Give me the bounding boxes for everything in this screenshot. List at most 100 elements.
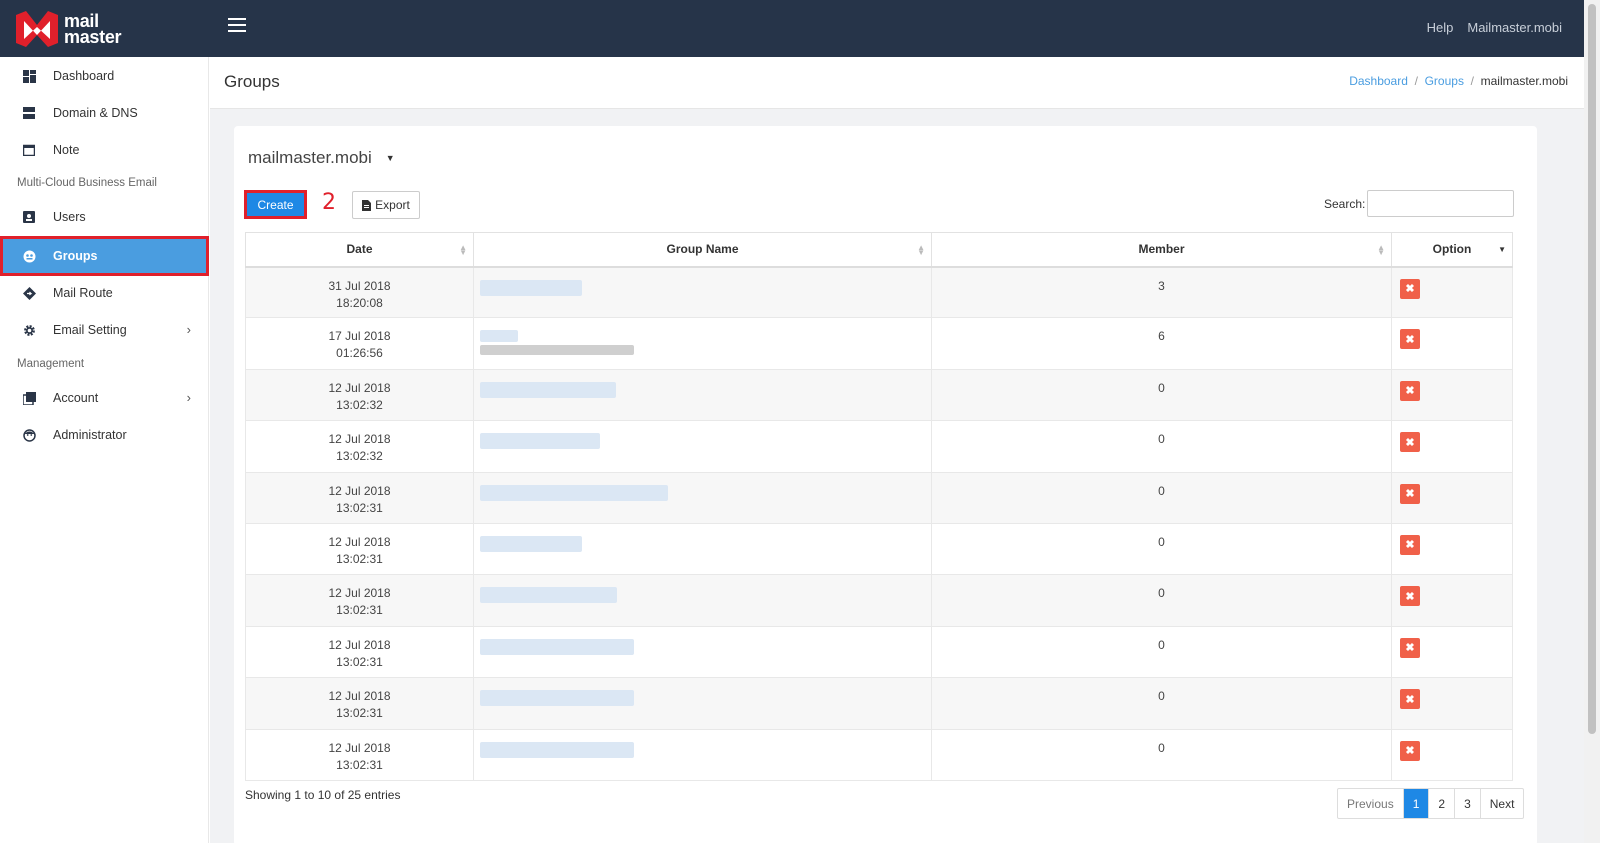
table-row: 12 Jul 2018 13:02:31 0 ✖ [245,677,1513,730]
logo-text-mail: mail [64,11,99,31]
annotation-number-2: 2 [322,190,336,215]
member-cell: 0 [931,574,1392,627]
group-name-cell[interactable] [473,522,932,576]
caret-down-icon: ▼ [385,153,395,163]
mailmaster-logo[interactable]: mail master [14,8,122,50]
sidebar-item-label: Note [53,143,80,157]
domain-select[interactable]: mailmaster.mobi ▼ [248,148,395,168]
help-link[interactable]: Help [1426,20,1454,35]
option-cell: ✖ [1391,574,1513,627]
date-cell: 12 Jul 2018 13:02:31 [245,522,474,576]
scrollbar-thumb[interactable] [1588,4,1596,734]
sidebar-item-label: Users [53,210,86,224]
section-heading-management: Management [17,358,85,370]
pagination-page-3[interactable]: 3 [1454,789,1480,818]
pagination: Previous 1 2 3 Next [1337,788,1525,819]
group-name-cell[interactable] [473,677,932,730]
delete-button[interactable]: ✖ [1400,278,1420,299]
export-button[interactable]: Export [352,191,420,219]
sidebar-item-label: Mail Route [53,286,113,300]
delete-button[interactable]: ✖ [1400,534,1420,555]
redacted-group-name [480,690,634,707]
breadcrumb-current: mailmaster.mobi [1480,74,1568,88]
group-name-cell[interactable] [473,317,932,370]
column-header-option[interactable]: Option ▼ [1391,232,1513,268]
date-cell: 12 Jul 2018 13:02:31 [245,728,474,781]
date-cell: 12 Jul 2018 13:02:32 [245,368,474,422]
option-cell: ✖ [1391,728,1513,781]
file-icon [362,199,372,211]
pagination-page-2[interactable]: 2 [1428,789,1454,818]
member-cell: 0 [931,420,1392,473]
pagination-previous[interactable]: Previous [1347,796,1394,811]
group-icon [21,248,37,264]
member-cell: 0 [931,728,1392,781]
column-header-group-name[interactable]: Group Name ▲ ▼ [473,232,932,268]
group-name-cell[interactable] [473,368,932,422]
page-header: Groups Dashboard / Groups / mailmaster.m… [210,57,1584,109]
dashboard-icon [21,68,37,84]
calendar-icon [21,142,37,158]
table-row: 12 Jul 2018 13:02:31 0 ✖ [245,625,1513,679]
delete-button[interactable]: ✖ [1400,432,1420,453]
sidebar-item-label: Email Setting [53,323,127,337]
delete-button[interactable]: ✖ [1400,740,1420,761]
breadcrumb-dashboard[interactable]: Dashboard [1349,74,1408,88]
option-cell: ✖ [1391,317,1513,370]
sidebar-item-dashboard[interactable]: Dashboard [0,57,209,95]
table-row: 31 Jul 2018 18:20:08 3 ✖ [245,265,1513,319]
sidebar-item-account[interactable]: Account › [0,379,209,417]
date-cell: 31 Jul 2018 18:20:08 [245,265,474,319]
delete-button[interactable]: ✖ [1400,637,1420,658]
option-cell: ✖ [1391,420,1513,473]
redacted-group-name [480,535,582,552]
delete-button[interactable]: ✖ [1400,586,1420,607]
table-row: 12 Jul 2018 13:02:32 0 ✖ [245,420,1513,473]
member-cell: 3 [931,265,1392,319]
sidebar-item-label: Dashboard [53,69,115,83]
date-cell: 12 Jul 2018 13:02:31 [245,625,474,679]
sidebar-item-groups[interactable]: Groups [0,236,209,276]
sidebar-item-mail-route[interactable]: Mail Route [0,274,209,312]
sidebar-item-label: Domain & DNS [53,106,138,120]
option-cell: ✖ [1391,677,1513,730]
sidebar-item-users[interactable]: Users [0,198,209,236]
sidebar-item-note[interactable]: Note [0,131,209,169]
redacted-group-name [480,381,616,398]
domain-select-value: mailmaster.mobi [248,148,372,167]
sort-icon: ▲ ▼ [917,243,925,257]
search-input[interactable] [1367,190,1514,217]
table-row: 12 Jul 2018 13:02:31 0 ✖ [245,471,1513,524]
sidebar-item-email-setting[interactable]: Email Setting › [0,311,209,349]
group-name-cell[interactable] [473,574,932,627]
column-header-member[interactable]: Member ▲ ▼ [931,232,1392,268]
redacted-group-detail [480,345,634,356]
sidebar-item-administrator[interactable]: Administrator [0,416,209,454]
account-menu[interactable]: Mailmaster.mobi [1467,20,1562,35]
group-name-cell[interactable] [473,728,932,781]
menu-toggle-icon[interactable] [228,18,246,34]
page-scrollbar[interactable] [1584,0,1600,843]
redacted-group-name [480,638,634,655]
column-header-date[interactable]: Date ▲ ▼ [245,232,474,268]
create-button[interactable]: Create [244,190,307,219]
sidebar-item-label: Account [53,391,99,405]
chevron-right-icon: › [186,322,191,337]
group-name-cell[interactable] [473,471,932,524]
server-icon [21,105,37,121]
delete-button[interactable]: ✖ [1400,380,1420,401]
chevron-right-icon: › [186,390,191,405]
pagination-page-1[interactable]: 1 [1402,789,1429,818]
sidebar-item-domain-dns[interactable]: Domain & DNS [0,94,209,132]
breadcrumb-groups[interactable]: Groups [1424,74,1464,88]
group-name-cell[interactable] [473,625,932,679]
delete-button[interactable]: ✖ [1400,689,1420,710]
pagination-next[interactable]: Next [1479,789,1524,818]
redacted-group-name [480,741,634,758]
delete-button[interactable]: ✖ [1400,483,1420,504]
date-cell: 12 Jul 2018 13:02:31 [245,574,474,627]
delete-button[interactable]: ✖ [1400,329,1420,350]
group-name-cell[interactable] [473,265,932,319]
group-name-cell[interactable] [473,420,932,473]
route-icon [21,285,37,301]
